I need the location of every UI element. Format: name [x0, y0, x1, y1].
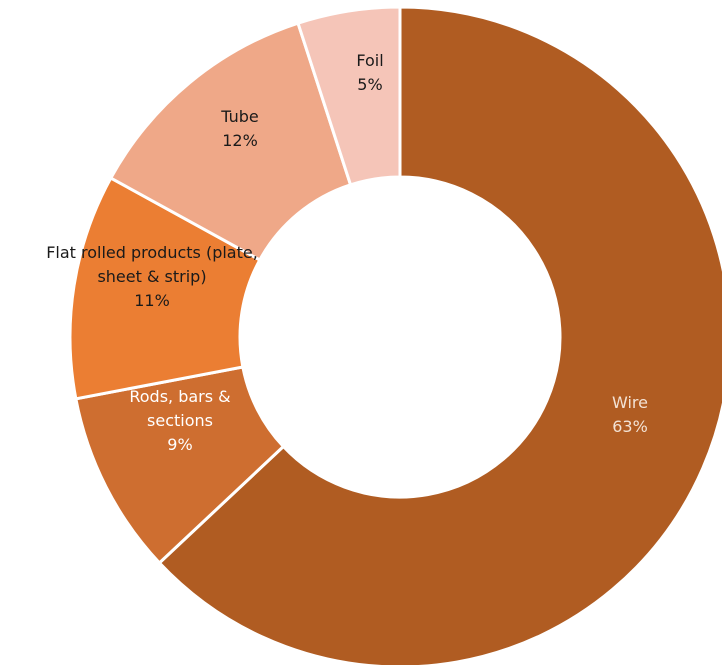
slice-category-label: sheet & strip): [97, 267, 206, 286]
slice-category-label: Wire: [612, 393, 648, 412]
slice-label: Wire 63%: [612, 393, 648, 436]
donut-slice: [296, 5, 402, 187]
slice-category-label: sections: [147, 411, 213, 430]
donut-slice: [108, 21, 353, 262]
slice-value-label: 5%: [357, 75, 382, 94]
slice-value-label: 63%: [612, 417, 648, 436]
slice-label: Rods, bars & sections 9%: [129, 387, 230, 454]
slice-value-label: 12%: [222, 131, 258, 150]
donut-slice: [68, 175, 262, 401]
slice-category-label: Flat rolled products (plate,: [46, 243, 258, 262]
slice-value-label: 11%: [134, 291, 170, 310]
slice-category-label: Rods, bars &: [129, 387, 230, 406]
slice-category-label: Tube: [220, 107, 258, 126]
slice-value-label: 9%: [167, 435, 192, 454]
donut-slice: [157, 5, 722, 665]
slice-label: Flat rolled products (plate, sheet & stri…: [46, 243, 258, 310]
slice-category-label: Foil: [356, 51, 383, 70]
labels-group: Wire 63% Rods, bars & sections 9% Flat rolled…: [46, 51, 648, 454]
slice-label: Tube 12%: [220, 107, 258, 150]
slices-group: [68, 5, 722, 665]
slice-label: Foil 5%: [356, 51, 383, 94]
